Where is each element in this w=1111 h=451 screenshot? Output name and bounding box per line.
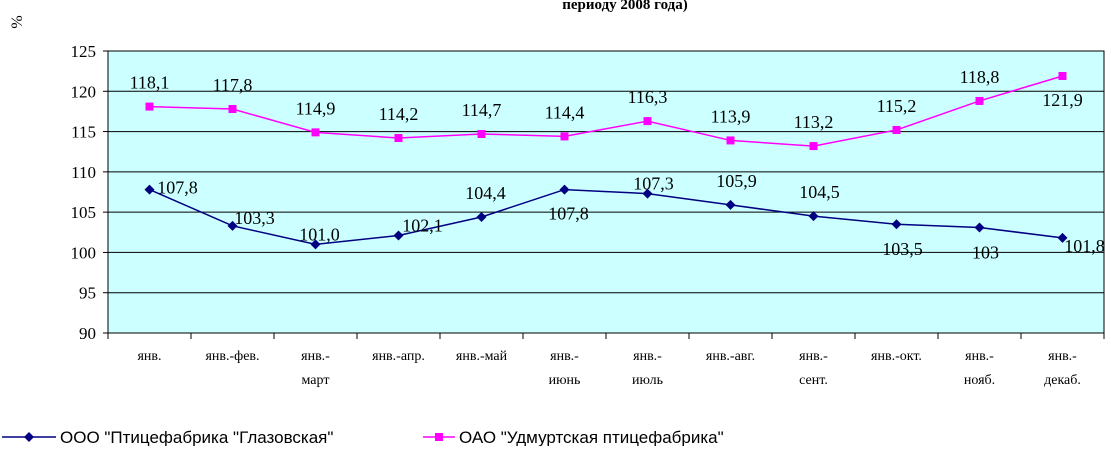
y-tick-label: 110	[71, 163, 96, 182]
x-tick-label: янв.-апр.	[372, 349, 425, 364]
data-label: 113,9	[711, 106, 751, 126]
data-point	[892, 125, 901, 134]
x-tick-label: март	[302, 373, 330, 388]
data-point	[809, 142, 818, 151]
data-label: 105,9	[716, 171, 757, 191]
data-point	[560, 132, 569, 141]
x-tick-label: янв.-	[550, 349, 579, 364]
legend-marker	[435, 433, 443, 441]
data-label: 121,9	[1042, 90, 1083, 110]
data-label: 103,3	[234, 208, 275, 228]
y-tick-label: 125	[71, 42, 97, 61]
data-label: 114,4	[545, 102, 585, 122]
data-point	[1057, 232, 1068, 243]
data-point	[476, 211, 487, 222]
series-line	[149, 75, 1063, 147]
y-tick-label: 120	[71, 82, 97, 101]
data-point	[310, 239, 321, 250]
data-label: 117,8	[213, 75, 253, 95]
data-label: 113,2	[794, 112, 834, 132]
data-point	[394, 134, 403, 143]
x-tick-label: янв.-фев.	[205, 349, 259, 364]
data-label: 102,1	[402, 216, 443, 236]
y-tick-label: 100	[71, 243, 97, 262]
x-tick-label: сент.	[799, 373, 828, 388]
legend-label: ООО "Птицефабрика "Глазовская"	[60, 428, 333, 446]
data-point	[1058, 71, 1067, 80]
data-point	[145, 102, 154, 111]
x-tick-label: янв.-	[799, 349, 828, 364]
data-label: 103,5	[882, 239, 923, 259]
data-point	[726, 136, 735, 145]
data-point	[974, 222, 985, 233]
x-tick-label: янв.-	[301, 349, 330, 364]
legend-item-2: ОАО "Удмуртская птицефабрика"	[423, 428, 724, 447]
series-1: 107,8 103,3 101,0 102,1 104,4 107,8 107,3 105,9…	[144, 171, 1105, 262]
data-label: 107,3	[633, 174, 674, 194]
x-tick-label: июль	[632, 373, 663, 388]
legend-item-1: ООО "Птицефабрика "Глазовская"	[2, 428, 333, 447]
data-label: 107,8	[157, 178, 198, 198]
x-tick-label: янв.-авг.	[706, 349, 755, 364]
data-point	[144, 184, 155, 195]
data-label: 101,0	[299, 224, 340, 244]
x-tick-label: декаб.	[1044, 373, 1081, 388]
legend-marker	[24, 432, 34, 442]
x-tick-label: янв.-	[1048, 349, 1077, 364]
data-point	[559, 184, 570, 195]
data-point	[891, 219, 902, 230]
data-point	[393, 230, 404, 241]
series-line	[149, 188, 1063, 246]
y-axis-unit: %	[9, 15, 26, 28]
data-label: 114,7	[462, 100, 502, 120]
data-label: 107,8	[548, 204, 589, 224]
data-point	[642, 188, 653, 199]
y-tick-label: 90	[79, 324, 96, 343]
data-label: 103	[972, 242, 999, 262]
x-tick-label: янв.-окт.	[871, 349, 922, 364]
series-2: 118,1 117,8 114,9 114,2 114,7 114,4 116,3 113,9…	[130, 67, 1083, 151]
data-label: 101,8	[1064, 236, 1105, 256]
data-point	[725, 199, 736, 210]
data-label: 116,3	[628, 87, 668, 107]
data-point	[975, 96, 984, 105]
y-tick-label: 105	[71, 203, 97, 222]
x-tick-label: нояб.	[964, 373, 995, 388]
data-point	[311, 128, 320, 137]
data-label: 104,5	[799, 182, 840, 202]
x-tick-label: янв.-	[633, 349, 662, 364]
data-point	[227, 220, 238, 231]
data-point	[643, 117, 652, 126]
data-point	[477, 129, 486, 138]
chart-title: периоду 2008 года)	[562, 0, 688, 13]
data-label: 115,2	[877, 96, 917, 116]
data-label: 104,4	[465, 183, 506, 203]
legend-label: ОАО "Удмуртская птицефабрика"	[459, 428, 724, 446]
data-point	[808, 211, 819, 222]
data-point	[228, 105, 237, 114]
data-label: 114,9	[296, 98, 336, 118]
data-label: 118,1	[130, 73, 170, 93]
x-tick-label: янв.-	[965, 349, 994, 364]
x-tick-label: янв.	[137, 349, 161, 364]
legend: ООО "Птицефабрика "Глазовская" ОАО "Удмур…	[2, 428, 724, 447]
y-tick-label: 115	[71, 123, 96, 142]
plot-area: 90 95 100 105 110 115 120 125 янв. янв.-фев. янв.-…	[71, 42, 1105, 388]
data-label: 118,8	[960, 67, 1000, 87]
data-label: 114,2	[379, 104, 419, 124]
x-tick-label: июнь	[549, 373, 581, 388]
y-tick-label: 95	[79, 284, 96, 303]
x-tick-label: янв.-май	[456, 349, 508, 364]
